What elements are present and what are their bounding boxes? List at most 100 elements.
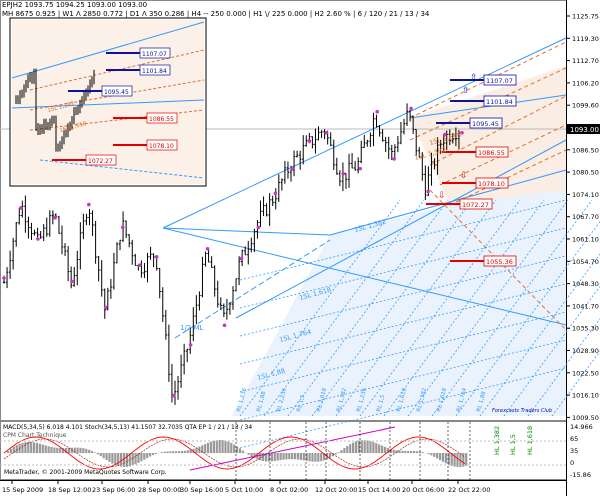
hl-label-3: HL 1,618 [526,426,534,455]
macd-bar [410,450,413,454]
macd-bar [192,448,195,454]
y-tick-label: 1086.50 [572,146,599,154]
orange-fork-line [439,124,567,186]
x-tick-label: 15 Oct 14:00 [358,486,400,494]
macd-bar [108,453,111,462]
y-tick-label: 1119.30 [572,35,599,43]
macd-bar [441,453,445,462]
level-label: 1095.45 [472,120,499,128]
inset-fork-line [11,99,205,109]
macd-bar [140,453,143,462]
fork-line [162,227,567,326]
level-box [469,117,503,129]
hl-label-2: HL 1,5 [509,434,517,455]
macd-bar [102,453,105,459]
swing-marker [239,256,244,261]
macd-bar [430,453,433,456]
macd-bar [407,450,410,454]
hl-label-1: HL 1,382 [493,426,501,455]
macd-bar [180,451,184,454]
macd-bar [337,452,340,454]
macd-bar [85,448,88,454]
macd-bar [378,444,381,454]
macd-bar [96,453,99,455]
macd-bar [137,453,140,463]
macd-bar [241,450,244,454]
macd-bar [381,445,384,454]
ind-scale-2: 65 [570,435,578,443]
macd-bar [218,440,221,454]
bottom-fork-label: RL 1,88 [476,390,487,412]
macd-bar [38,443,41,454]
fork-line [235,139,567,319]
macd-bar [212,440,215,454]
inset-level-box [146,112,178,124]
inset-fork-line [11,21,205,79]
blue-zone [232,190,566,416]
macd-bar [209,441,213,454]
macd-bar [221,440,224,454]
macd-bar [21,442,24,454]
swing-marker [273,191,278,196]
swing-marker [324,130,329,135]
dotted-fan-line [407,199,569,417]
macd-bar [299,453,302,460]
inset-level-box [146,139,178,151]
x-tick-label: 22 Oct 22:00 [448,486,490,494]
macd-bar [357,440,360,454]
macd-bar [154,453,157,454]
swing-marker [2,276,6,280]
macd-bar [323,453,326,461]
macd-bar [149,453,152,457]
swing-marker [36,237,40,241]
macd-bar [296,453,300,460]
ind-scale-3: 35 [570,447,578,455]
swing-marker [137,263,142,267]
macd-bar [375,443,378,454]
dotted-fan-line [455,220,600,417]
macd-bar [398,450,401,454]
macd-bar [93,452,97,454]
macd-bar [233,444,236,454]
macd-bar [189,449,192,454]
inset-level-box [101,85,133,97]
price-axis-ticks: 1125.75 1119.30 1112.70 1106.20 1099.60 1093.… [566,13,599,422]
macd-bar [134,453,137,465]
macd-bar [395,450,398,454]
macd-bar [369,441,372,454]
macd-bar [288,453,291,460]
signal-arrow: ⇧ [470,73,478,83]
orange-drop-line [429,189,567,331]
inset-level-label: 1107.07 [142,51,167,58]
fork-line [329,169,567,236]
inset-orange-line [29,79,205,111]
x-tick-label: 18 Sep 12:00 [48,486,91,494]
inset-level-label: 1101.84 [142,68,167,75]
macd-bar [366,440,369,454]
blue-pitchfork [162,37,567,339]
macd-bar [82,448,85,454]
macd-bar [404,450,407,454]
y-tick-label: 1035.30 [572,325,599,333]
dotted-fan-line [383,199,545,417]
macd-bar [334,453,337,455]
dotted-fan-line [263,199,425,417]
macd-bar [259,453,262,461]
swing-marker [19,206,23,210]
macd-bar [131,453,134,466]
y-tick-label: 1022.50 [572,369,599,377]
macd-bar [262,453,265,462]
inset-level-box [139,64,171,76]
swing-marker [290,166,295,171]
swing-marker [392,157,396,161]
macd-bar [372,442,375,454]
price-tag-bg [567,124,600,134]
macd-bar [143,453,146,460]
y-tick-label: 1112.70 [572,57,599,65]
macd-bar [76,447,79,454]
swing-marker [358,166,363,171]
macd-bar [47,446,50,454]
level-lines: 1107.07 1101.84 1095.45 1086.55 1078.10 1072.… [426,73,517,267]
x-tick-label: 28 Sep 00:00 [138,486,181,494]
